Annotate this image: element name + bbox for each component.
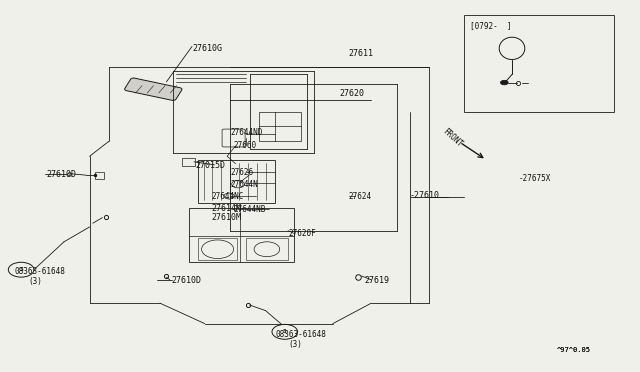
Text: 27610D: 27610D	[172, 276, 202, 285]
Text: 27620: 27620	[339, 89, 364, 97]
Bar	[259, 112, 301, 141]
Text: S: S	[19, 267, 23, 272]
Text: 27015D: 27015D	[195, 161, 225, 170]
Bar	[198, 238, 237, 260]
Text: 27620F: 27620F	[288, 229, 316, 238]
Text: 27611: 27611	[349, 49, 374, 58]
Text: 27644NC: 27644NC	[211, 192, 244, 201]
Text: [0792-  ]: [0792- ]	[470, 22, 512, 31]
Text: 27644N: 27644N	[230, 180, 258, 189]
Text: 27610M: 27610M	[211, 213, 241, 222]
Text: ^97^0.05: ^97^0.05	[557, 347, 591, 353]
Bar	[464, 15, 614, 112]
FancyBboxPatch shape	[125, 78, 182, 100]
Text: 08363-61648: 08363-61648	[14, 267, 65, 276]
Text: 27660: 27660	[234, 141, 257, 150]
Text: FRONT: FRONT	[440, 126, 463, 149]
Text: 27610D: 27610D	[46, 170, 76, 179]
Text: 27644ND: 27644ND	[230, 128, 263, 137]
Text: (3): (3)	[29, 277, 43, 286]
Text: -27610: -27610	[410, 191, 440, 200]
Text: 27619: 27619	[365, 276, 390, 285]
Text: 27610G: 27610G	[192, 44, 222, 53]
Text: -27675X: -27675X	[518, 174, 551, 183]
Bar	[189, 208, 294, 262]
Text: 27624: 27624	[349, 192, 372, 201]
Text: 08363-61648: 08363-61648	[275, 330, 326, 339]
Text: (3): (3)	[288, 340, 302, 349]
Text: S: S	[283, 329, 287, 334]
Text: 27614M: 27614M	[211, 204, 241, 213]
Bar	[246, 238, 288, 260]
Text: 27644NB: 27644NB	[234, 205, 266, 214]
Circle shape	[500, 80, 508, 85]
Text: 27626: 27626	[230, 169, 253, 177]
Text: ^97^0.05: ^97^0.05	[557, 347, 591, 353]
Bar	[198, 160, 275, 203]
